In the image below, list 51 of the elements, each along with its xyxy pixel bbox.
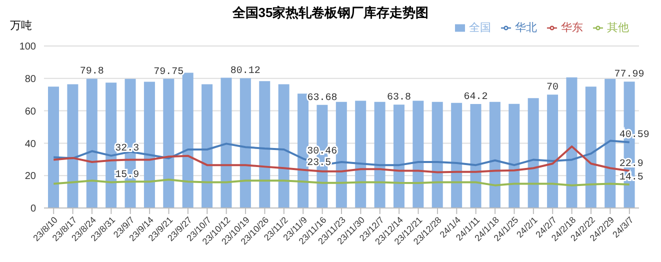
data-label: 22.9 xyxy=(619,158,644,170)
data-label: 79.8 xyxy=(80,66,104,78)
bar xyxy=(547,94,558,208)
bar xyxy=(336,102,347,208)
bar xyxy=(374,102,386,208)
bar xyxy=(585,86,596,208)
bar xyxy=(67,84,78,208)
bar xyxy=(163,78,174,208)
bar xyxy=(355,100,366,208)
y-tick-label: 60 xyxy=(24,106,36,118)
data-label: 79.75 xyxy=(154,66,184,78)
legend-label: 全国 xyxy=(469,22,491,34)
bar xyxy=(48,86,59,208)
bar xyxy=(432,102,443,208)
data-label: 15.9 xyxy=(115,170,140,182)
data-label: 70 xyxy=(546,82,559,94)
data-label: 14.5 xyxy=(619,172,644,184)
bar xyxy=(508,104,520,208)
legend-label: 华北 xyxy=(515,22,537,34)
data-label: 64.2 xyxy=(464,92,488,103)
y-axis-title: 万吨 xyxy=(10,19,32,33)
data-label: 77.99 xyxy=(614,70,644,81)
bar xyxy=(182,72,194,208)
bar xyxy=(298,94,309,208)
bar xyxy=(202,84,213,208)
data-label: 80.12 xyxy=(230,66,260,78)
bar xyxy=(144,82,155,208)
bar xyxy=(489,102,500,208)
bar xyxy=(240,78,251,208)
y-tick-label: 0 xyxy=(30,204,36,215)
bar xyxy=(393,104,404,208)
bar xyxy=(451,102,462,208)
bar xyxy=(470,104,482,208)
y-tick-label: 80 xyxy=(24,74,36,85)
bar xyxy=(86,78,98,208)
bar xyxy=(566,77,578,208)
y-tick-label: 20 xyxy=(24,171,36,182)
chart-title: 全国35家热轧卷板钢厂库存走势图 xyxy=(232,5,429,20)
data-label: 32.3 xyxy=(115,144,140,155)
bar xyxy=(604,78,616,208)
bar xyxy=(278,84,290,208)
bar xyxy=(528,98,539,208)
y-tick-label: 100 xyxy=(19,42,36,53)
y-tick-label: 40 xyxy=(24,138,36,150)
bar xyxy=(412,100,424,208)
data-label: 63.8 xyxy=(386,92,411,104)
bar xyxy=(259,81,270,208)
bar xyxy=(106,82,117,208)
legend-label: 其他 xyxy=(607,22,629,34)
legend-label: 华东 xyxy=(561,22,583,34)
bar xyxy=(220,78,232,208)
